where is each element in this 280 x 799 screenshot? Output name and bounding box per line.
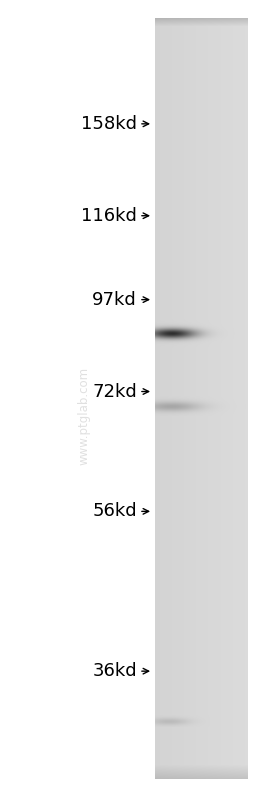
Text: 36kd: 36kd — [92, 662, 137, 680]
Text: 72kd: 72kd — [92, 383, 137, 400]
Text: www.ptglab.com: www.ptglab.com — [78, 367, 90, 464]
Text: 97kd: 97kd — [92, 291, 137, 308]
Text: 56kd: 56kd — [92, 503, 137, 520]
Text: 158kd: 158kd — [81, 115, 137, 133]
Text: 116kd: 116kd — [81, 207, 137, 225]
